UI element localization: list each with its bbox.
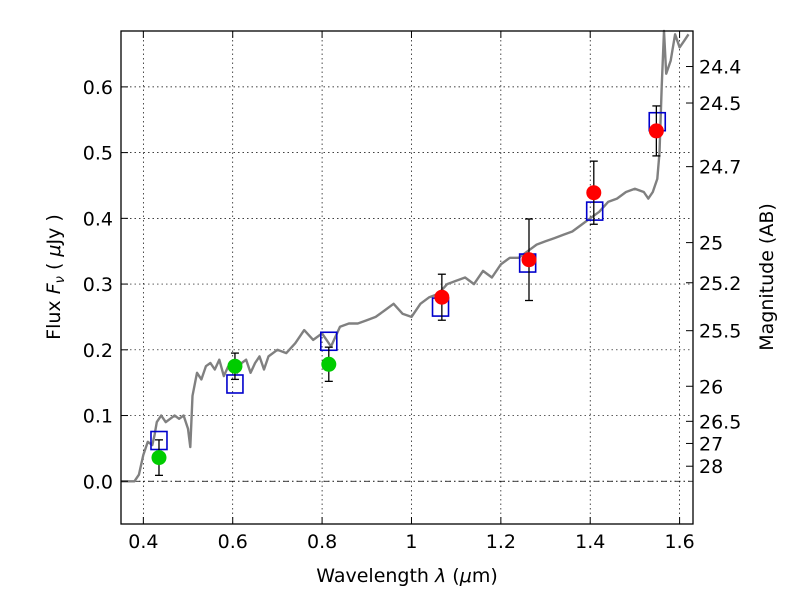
y-tick-label: 0.0 [83, 471, 113, 493]
ticks: 0.4 0.6 0.8 1 1.2 1.4 1.6 0.0 0.1 0.2 0.3 0.4 0.5 0.6… [83, 31, 741, 553]
y-tick-label: 0.6 [83, 77, 113, 99]
y2-tick-label: 24.4 [699, 57, 741, 79]
y2-tick-label: 26.5 [699, 411, 741, 433]
x-tick-label: 1.4 [575, 531, 605, 553]
model-photometry-point [585, 201, 604, 221]
y2-tick-label: 25.5 [699, 321, 741, 343]
y-tick-label: 0.5 [83, 143, 113, 165]
observed-point [521, 252, 537, 268]
y2-tick-label: 24.5 [699, 93, 741, 115]
observed-point [151, 450, 167, 466]
y2-tick-label: 27 [699, 433, 723, 455]
observed-point [227, 358, 243, 374]
y2-axis-title: Magnitude (AB) [756, 203, 778, 351]
y2-tick-label: 24.7 [699, 157, 741, 179]
x-tick-label: 1.2 [486, 531, 516, 553]
observed-point [434, 289, 450, 305]
observed-point [648, 123, 664, 139]
y2-tick-label: 25 [699, 233, 723, 255]
y2-tick-label: 28 [699, 456, 723, 478]
observed-point [586, 185, 602, 201]
x-tick-label: 0.8 [307, 531, 337, 553]
y-tick-label: 0.3 [83, 274, 113, 296]
y2-tick-label: 25.2 [699, 273, 741, 295]
x-tick-label: 0.4 [128, 531, 158, 553]
x-tick-label: 1.6 [664, 531, 694, 553]
data-layer [121, 29, 693, 483]
x-axis-title: Wavelength λ (μm) [316, 565, 497, 587]
plot-frame [120, 30, 694, 525]
grid [121, 31, 693, 524]
y-tick-label: 0.4 [83, 208, 113, 230]
x-tick-label: 1 [405, 531, 417, 553]
y-tick-label: 0.1 [83, 406, 113, 428]
y-tick-label: 0.2 [83, 340, 113, 362]
y-axis-title: Flux Fν ( μJy ) [43, 214, 68, 340]
y2-tick-label: 26 [699, 376, 723, 398]
x-tick-label: 0.6 [218, 531, 248, 553]
observed-point [321, 356, 337, 372]
model-spectrum-line [121, 29, 690, 483]
